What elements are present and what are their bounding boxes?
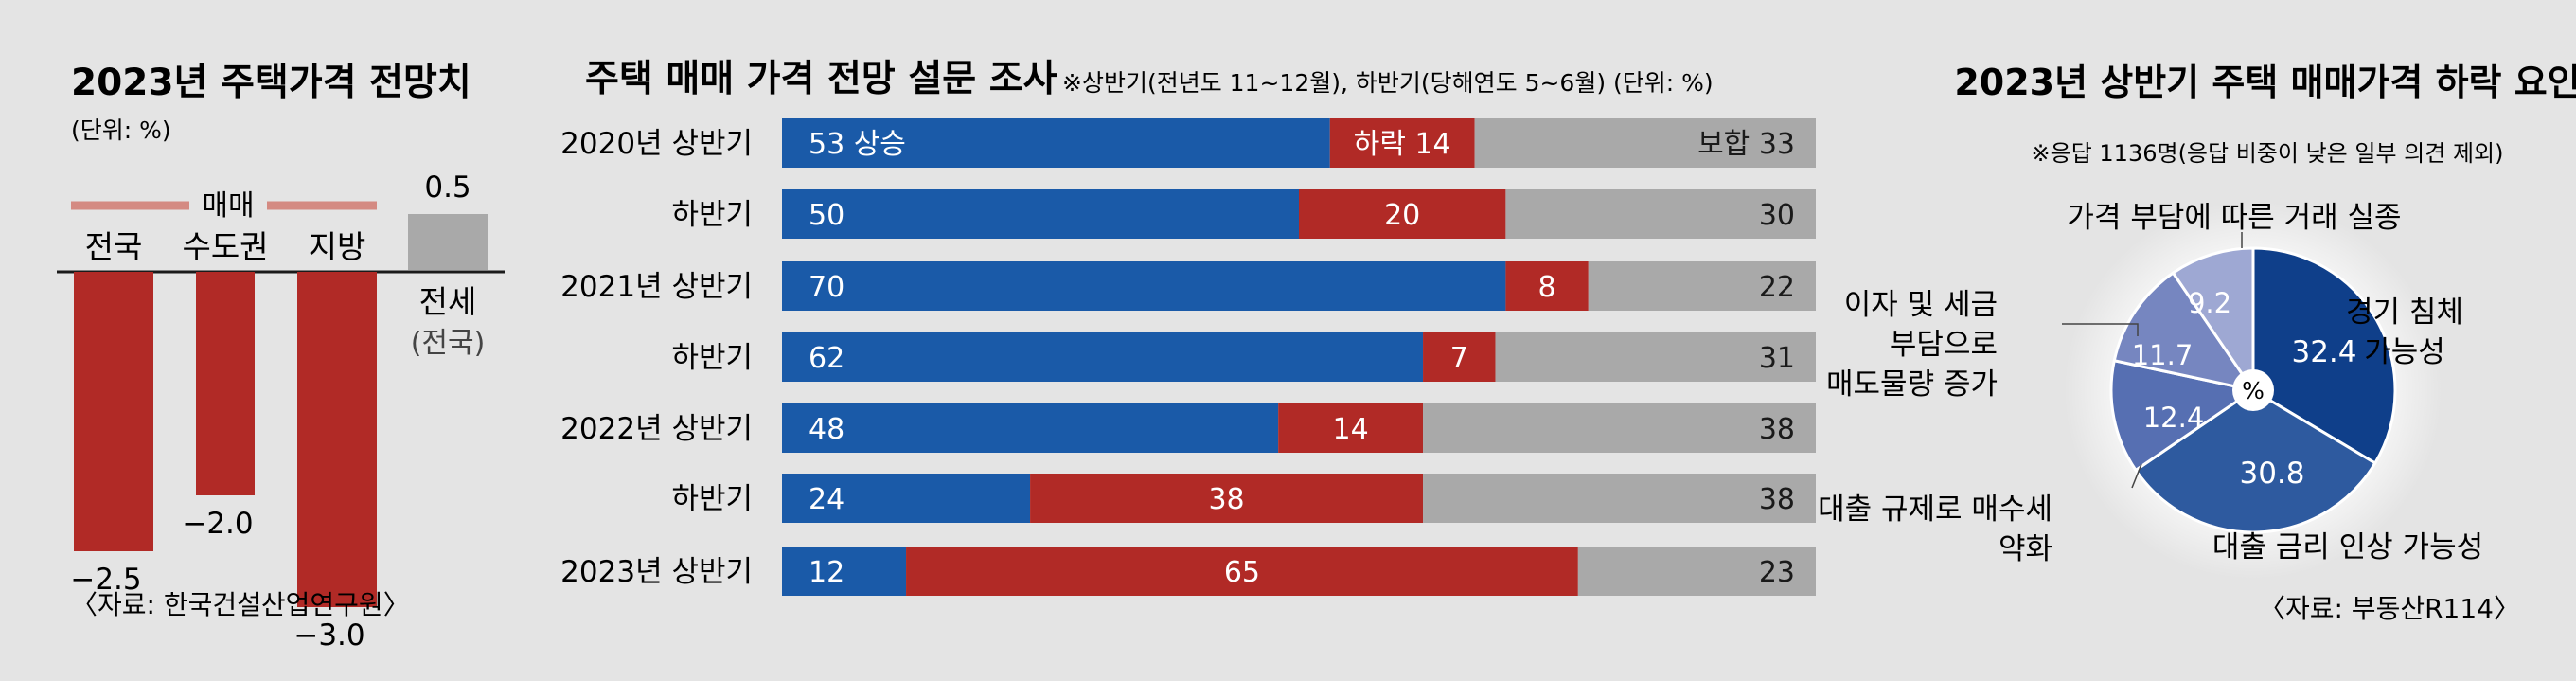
survey-bar-segment-보합 [1423, 403, 1816, 453]
survey-row-label: 2023년 상반기 [560, 555, 753, 589]
pie-slices [2109, 246, 2397, 534]
pie-value-label: 32.4 [2291, 335, 2356, 369]
forecast-bar [196, 272, 255, 495]
survey-title: 주택 매매 가격 전망 설문 조사 [585, 58, 1057, 100]
survey-value-label: 22 [1759, 271, 1795, 304]
survey-bar-segment-상승 [782, 261, 1506, 311]
survey-bar-segment-하락 [906, 547, 1578, 596]
survey-row-label: 2022년 상반기 [560, 412, 753, 446]
forecast-value-label: 0.5 [424, 170, 471, 205]
pie-category-label: 이자 및 세금 부담으로 매도물량 증가 [1826, 288, 1998, 402]
pie-value-label: 11.7 [2132, 339, 2194, 371]
category-label-national: 전국 [85, 228, 143, 265]
survey-bar-segment-상승 [782, 118, 1330, 168]
decline-title: 2023년 상반기 주택 매매가격 하락 요인 [1954, 62, 2576, 103]
survey-value-label: 38 [1759, 483, 1795, 516]
category-label-jeonse: 전세 [419, 283, 477, 320]
pie-callout-lines [2062, 232, 2243, 489]
forecast-panel: 2023년 주택가격 전망치 (단위: %) 매매 전국 수도권 지방 전세 (… [57, 62, 505, 653]
survey-value-label: 48 [808, 413, 844, 446]
survey-row-label: 하반기 [671, 341, 753, 375]
category-label-local: 지방 [309, 228, 366, 265]
survey-bar-segment-하락 [1329, 118, 1475, 168]
survey-value-label: 7 [1450, 342, 1468, 375]
maemae-group-label: 매매 [202, 189, 254, 223]
survey-bar-segment-보합 [1577, 547, 1816, 596]
survey-bar-segment-보합 [1474, 118, 1816, 168]
survey-value-label: 53 상승 [808, 128, 906, 161]
category-sublabel-jeonse: (전국) [411, 327, 486, 360]
pie-slice [2133, 388, 2377, 534]
pie-category-label: 가격 부담에 따른 거래 실종 [2067, 201, 2401, 235]
forecast-unit: (단위: %) [71, 116, 171, 144]
survey-value-label: 보합 33 [1697, 128, 1795, 161]
forecast-bar [74, 272, 153, 551]
pie-center [2232, 369, 2274, 411]
survey-rows: 2020년 상반기 53 상승 하락 14 보합 33 하반기 50 20 30 2021년 상… [560, 118, 1816, 596]
survey-value-label: 24 [808, 483, 844, 516]
forecast-bar [408, 214, 488, 270]
survey-value-label: 20 [1384, 199, 1420, 232]
decline-factors-panel: 2023년 상반기 주택 매매가격 하락 요인 ※응답 1136명(응답 비중이… [1818, 62, 2576, 624]
pie-category-label: 대출 금리 인상 가능성 [2212, 530, 2483, 565]
survey-bar-segment-상승 [782, 189, 1299, 239]
survey-bar-segment-상승 [782, 474, 1031, 523]
survey-value-label: 14 [1333, 413, 1369, 446]
pie-value-label: 12.4 [2143, 402, 2205, 434]
survey-value-label: 23 [1759, 556, 1795, 589]
survey-row-label: 하반기 [671, 198, 753, 232]
decline-source: 〈자료: 부동산R114〉 [2259, 593, 2520, 624]
pie-slice [2251, 246, 2397, 466]
pie-slice [2171, 246, 2255, 395]
decline-note: ※응답 1136명(응답 비중이 낮은 일부 의견 제외) [2032, 140, 2504, 167]
forecast-bar [297, 272, 377, 607]
survey-value-label: 31 [1759, 342, 1795, 375]
survey-bar-segment-하락 [1278, 403, 1424, 453]
forecast-value-label: −3.0 [293, 618, 364, 653]
survey-value-label: 하락 14 [1354, 128, 1451, 161]
survey-bar-segment-하락 [1505, 261, 1589, 311]
survey-row-label: 하반기 [671, 482, 753, 516]
survey-value-label: 62 [808, 342, 844, 375]
pie-slice [2112, 271, 2257, 393]
survey-value-label: 50 [808, 199, 844, 232]
callout-line [2062, 323, 2139, 336]
forecast-value-label: −2.0 [182, 507, 253, 541]
survey-note: ※상반기(전년도 11~12월), 하반기(당해연도 5~6월) (단위: %) [1062, 69, 1714, 97]
pie-center-label: % [2242, 377, 2265, 404]
survey-row-label: 2020년 상반기 [560, 127, 753, 161]
survey-bar-segment-상승 [782, 332, 1424, 382]
pie-category-labels: 경기 침체 가능성 대출 금리 인상 가능성 대출 규제로 매수세 약화 이자 및 … [1818, 201, 2483, 566]
survey-bar-segment-하락 [1299, 189, 1506, 239]
survey-value-label: 38 [1759, 413, 1795, 446]
pie-category-label: 경기 침체 가능성 [2346, 296, 2463, 369]
survey-value-label: 65 [1224, 556, 1260, 589]
pie-value-label: 9.2 [2188, 287, 2231, 319]
survey-bar-segment-하락 [1423, 332, 1496, 382]
survey-bar-segment-보합 [1505, 189, 1816, 239]
pie-value-labels: 32.4 30.8 12.4 11.7 9.2 [2132, 287, 2357, 491]
survey-value-label: 30 [1759, 199, 1795, 232]
pie-value-label: 30.8 [2239, 457, 2304, 491]
survey-bar-segment-상승 [782, 403, 1279, 453]
survey-bar-segment-보합 [1588, 261, 1816, 311]
survey-panel: 주택 매매 가격 전망 설문 조사 ※상반기(전년도 11~12월), 하반기(… [560, 58, 1816, 596]
survey-value-label: 8 [1538, 271, 1556, 304]
pie-category-label: 대출 규제로 매수세 약화 [1818, 493, 2052, 566]
callout-line [2131, 463, 2142, 489]
survey-bar-segment-하락 [1030, 474, 1424, 523]
survey-row-label: 2021년 상반기 [560, 270, 753, 304]
survey-value-label: 38 [1208, 483, 1244, 516]
survey-value-label: 12 [808, 556, 844, 589]
survey-bar-segment-보합 [1495, 332, 1816, 382]
survey-bar-segment-상승 [782, 547, 907, 596]
survey-bar-segment-보합 [1423, 474, 1816, 523]
forecast-value-label: −2.5 [70, 563, 141, 597]
pie-slice [2109, 358, 2257, 473]
survey-value-label: 70 [808, 271, 844, 304]
forecast-source: 〈자료: 한국건설산업연구원〉 [71, 589, 410, 620]
category-label-capital: 수도권 [182, 228, 268, 265]
forecast-title: 2023년 주택가격 전망치 [71, 62, 471, 104]
